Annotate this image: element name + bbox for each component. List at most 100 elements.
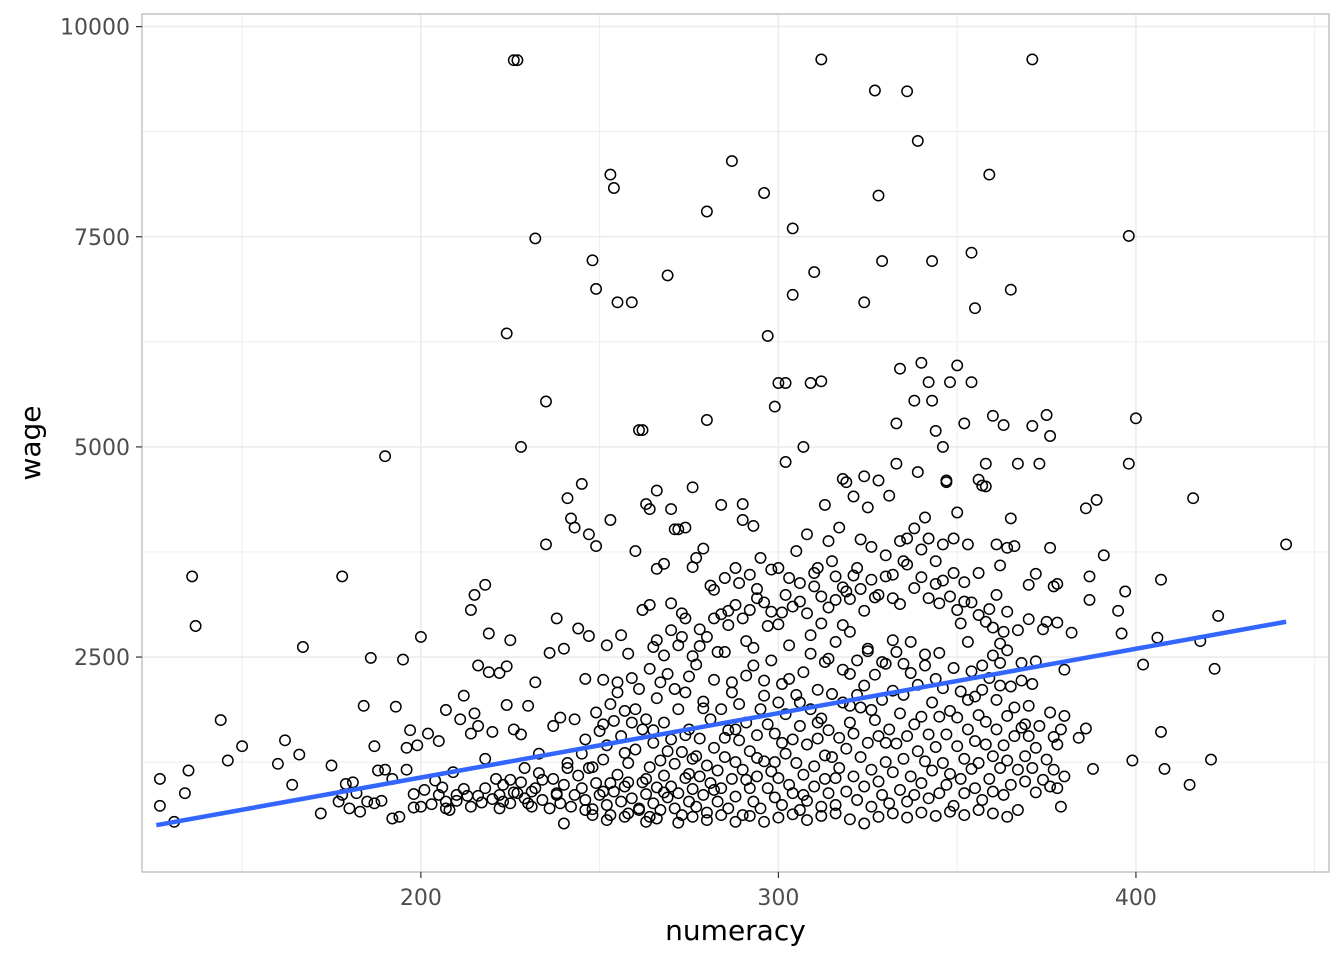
data-point (779, 747, 792, 760)
data-point (879, 756, 892, 769)
data-point (872, 189, 885, 202)
data-points (153, 53, 1293, 830)
data-point (557, 817, 570, 830)
data-point (886, 634, 899, 647)
data-point (733, 734, 746, 747)
data-point (954, 617, 967, 630)
data-point (1026, 762, 1039, 774)
data-point (872, 775, 885, 788)
data-point (700, 414, 713, 426)
data-point (951, 506, 964, 519)
data-point (833, 762, 846, 774)
data-point (836, 472, 849, 485)
data-point (1037, 773, 1049, 786)
data-point (829, 799, 842, 811)
data-point (786, 222, 799, 235)
data-point (615, 795, 628, 808)
data-point (697, 542, 710, 555)
data-point (708, 783, 720, 796)
data-point (622, 647, 635, 660)
data-point (915, 356, 928, 369)
data-point (915, 571, 928, 584)
data-point (936, 757, 949, 769)
data-point (786, 733, 799, 746)
data-point (801, 814, 813, 827)
data-point (414, 800, 427, 813)
panel-border (141, 13, 1330, 873)
data-point (515, 776, 527, 789)
data-point (979, 615, 992, 628)
data-point (983, 772, 996, 785)
data-point (972, 804, 985, 816)
data-point (772, 562, 785, 574)
data-point (439, 802, 452, 815)
x-tick-label: 300 (757, 886, 799, 911)
data-point (500, 660, 513, 673)
data-point (743, 782, 756, 795)
data-point (936, 574, 949, 587)
data-point (901, 85, 914, 98)
data-point (961, 538, 974, 551)
data-point (929, 809, 942, 822)
data-point (736, 612, 749, 625)
data-point (661, 269, 674, 282)
data-point (904, 770, 917, 783)
data-point (972, 567, 985, 579)
data-point (361, 795, 374, 808)
data-point (432, 788, 445, 801)
data-point (772, 696, 785, 709)
data-point (472, 789, 485, 802)
data-point (186, 570, 199, 583)
data-point (958, 576, 971, 589)
data-point (894, 707, 906, 720)
data-point (743, 604, 756, 616)
data-point (1037, 623, 1049, 636)
data-point (665, 503, 678, 516)
data-point (990, 588, 1003, 601)
data-point (944, 590, 956, 603)
data-point (868, 714, 881, 727)
data-point (972, 473, 985, 486)
data-point (518, 792, 531, 805)
data-point (751, 583, 763, 595)
data-point (464, 800, 477, 813)
data-point (271, 757, 284, 770)
data-point (708, 673, 720, 686)
data-point (668, 683, 681, 695)
data-point (604, 514, 617, 526)
data-point (1122, 457, 1135, 470)
data-point (958, 809, 971, 822)
data-point (690, 800, 703, 813)
data-point (372, 764, 384, 777)
data-point (1022, 578, 1035, 591)
data-point (557, 642, 570, 655)
data-point (961, 723, 974, 736)
data-point (1004, 512, 1017, 525)
data-point (772, 772, 785, 785)
data-point (1083, 593, 1096, 606)
data-point (922, 792, 935, 805)
data-point (607, 182, 620, 194)
data-point (822, 787, 835, 800)
data-point (747, 795, 760, 808)
data-point (797, 768, 810, 781)
data-point (529, 232, 542, 245)
data-point (1011, 624, 1024, 637)
data-point (736, 809, 749, 822)
data-point (1033, 457, 1046, 470)
data-point (972, 757, 985, 769)
data-point (776, 799, 788, 811)
data-point (958, 595, 971, 608)
data-point (815, 53, 828, 66)
data-point (976, 794, 989, 806)
data-point (650, 692, 663, 705)
data-point (711, 795, 724, 808)
data-point (693, 640, 706, 653)
data-point (933, 646, 946, 659)
data-point (911, 466, 924, 479)
data-point (700, 814, 713, 827)
data-point (729, 723, 742, 736)
data-point (650, 484, 663, 497)
data-point (790, 688, 803, 701)
data-point (1022, 730, 1035, 743)
